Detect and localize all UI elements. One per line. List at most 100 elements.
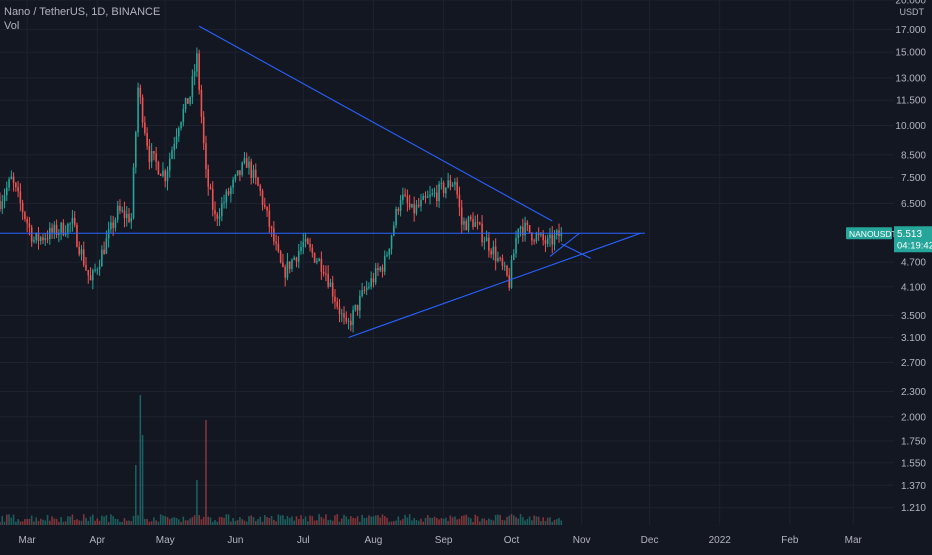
volume-bar bbox=[121, 521, 124, 525]
volume-bar bbox=[12, 514, 15, 525]
candle-body bbox=[236, 170, 239, 175]
candle-body bbox=[433, 192, 436, 194]
volume-bar bbox=[345, 516, 348, 525]
candle-body bbox=[234, 174, 237, 180]
volume-bar bbox=[37, 520, 40, 525]
volume-bar bbox=[372, 516, 375, 525]
volume-bar bbox=[422, 521, 425, 525]
price-tick-label: 8.500 bbox=[901, 150, 926, 161]
candle-body bbox=[241, 162, 243, 175]
volume-bar bbox=[202, 516, 205, 525]
volume-bar bbox=[555, 519, 558, 525]
volume-bar bbox=[526, 518, 529, 525]
candle-body bbox=[365, 287, 368, 291]
candle-body bbox=[327, 273, 329, 287]
candle-body bbox=[209, 186, 212, 189]
volume-bar bbox=[553, 519, 556, 525]
candle-body bbox=[291, 259, 293, 269]
candle-body bbox=[399, 200, 402, 212]
candle-body bbox=[402, 194, 404, 201]
candle-body bbox=[182, 108, 185, 123]
candle-body bbox=[404, 194, 406, 197]
volume-bar bbox=[264, 515, 266, 525]
trendline bbox=[561, 243, 591, 259]
candle-body bbox=[560, 233, 563, 236]
volume-bar bbox=[116, 519, 119, 525]
volume-bar bbox=[302, 519, 305, 525]
candle-body bbox=[125, 213, 128, 219]
volume-bar bbox=[481, 518, 483, 525]
price-tick-label: 2.300 bbox=[901, 387, 926, 398]
volume-bar bbox=[78, 520, 81, 525]
volume-bar bbox=[316, 520, 318, 525]
candle-body bbox=[535, 234, 538, 242]
candle-body bbox=[320, 258, 323, 272]
candle-body bbox=[465, 221, 468, 231]
candle-body bbox=[227, 191, 230, 195]
candle-body bbox=[116, 205, 119, 220]
price-badge bbox=[894, 226, 932, 253]
volume-bar bbox=[350, 516, 352, 525]
candle-body bbox=[205, 143, 207, 169]
time-axis[interactable]: Mar Apr May Jun Jul Aug Sep Oct Nov Dec 2022 Feb Mar bbox=[19, 535, 863, 546]
candle-body bbox=[105, 238, 108, 254]
symbol-badge-label: NANOUSDT bbox=[849, 229, 897, 239]
candle-body bbox=[112, 222, 114, 228]
volume-bar bbox=[30, 515, 33, 525]
candle-body bbox=[178, 128, 180, 137]
candle-body bbox=[474, 222, 477, 227]
volume-bar bbox=[96, 518, 99, 525]
volume-bar bbox=[465, 514, 468, 525]
candle-body bbox=[259, 185, 262, 191]
volume-bar bbox=[33, 521, 35, 525]
candle-body bbox=[490, 250, 492, 255]
volume-bar bbox=[320, 516, 323, 525]
volume-bar bbox=[524, 520, 526, 525]
price-tick-label: 1.370 bbox=[901, 481, 926, 492]
candle-body bbox=[257, 177, 259, 186]
candle-body bbox=[551, 234, 554, 245]
price-badge-countdown: 04:19:42 bbox=[897, 240, 932, 251]
candle-body bbox=[388, 248, 391, 256]
symbol-title[interactable]: Nano / TetherUS, 1D, BINANCE bbox=[4, 6, 161, 18]
candle-body bbox=[28, 223, 31, 228]
volume-bar bbox=[417, 520, 420, 525]
candle-body bbox=[361, 290, 363, 296]
volume-legend[interactable]: Vol bbox=[4, 20, 20, 32]
candle-body bbox=[438, 183, 440, 201]
volume-bar bbox=[173, 517, 176, 525]
candle-body bbox=[393, 225, 395, 236]
volume-bar bbox=[449, 515, 452, 525]
candle-body bbox=[245, 158, 248, 168]
volume-bar bbox=[494, 514, 497, 525]
candle-body bbox=[331, 282, 334, 297]
candle-body bbox=[503, 265, 506, 267]
candle-body bbox=[30, 227, 33, 242]
volume-bar bbox=[51, 516, 53, 525]
volume-bar bbox=[277, 514, 280, 525]
volume-bar bbox=[193, 515, 196, 525]
volume-bar bbox=[175, 517, 178, 525]
price-axis[interactable]: 20.000 17.000 15.000 13.000 11.500 10.000 8.50… bbox=[895, 0, 926, 514]
volume-bar bbox=[440, 518, 443, 525]
volume-bar bbox=[130, 521, 133, 525]
volume-bar bbox=[8, 514, 10, 525]
candle-body bbox=[512, 253, 515, 260]
volume-bar bbox=[442, 518, 445, 525]
candle-body bbox=[329, 282, 332, 287]
candle-body bbox=[223, 202, 225, 204]
candle-body bbox=[325, 273, 327, 275]
volume-bar bbox=[458, 518, 461, 525]
price-tick-label: 15.000 bbox=[895, 48, 926, 59]
candle-body bbox=[288, 261, 291, 269]
volume-bar bbox=[479, 521, 481, 525]
candle-body bbox=[316, 261, 318, 263]
candle-body bbox=[411, 204, 413, 208]
volume-bar bbox=[261, 521, 264, 525]
volume-bar bbox=[207, 516, 210, 525]
candle-body bbox=[445, 187, 447, 194]
volume-bar bbox=[352, 517, 354, 525]
candle-body bbox=[546, 238, 549, 244]
